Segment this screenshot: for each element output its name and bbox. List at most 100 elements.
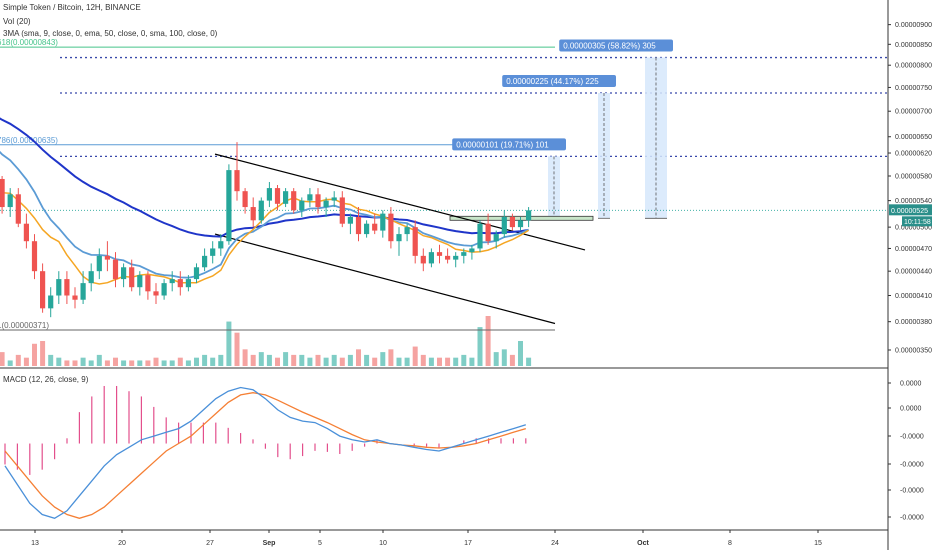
candle-body (121, 267, 127, 280)
symbol-title[interactable]: Simple Token / Bitcoin, 12H, BINANCE (3, 3, 141, 12)
candle-body (7, 194, 13, 208)
volume-bar (40, 341, 46, 366)
candle-body (372, 223, 378, 231)
time-tick-label: 20 (118, 540, 126, 547)
price-tick-label: 0.00000410 (895, 293, 932, 300)
volume-bar (388, 349, 394, 366)
fib-618-line-label: 618(0.00000843) (0, 38, 58, 47)
volume-bar (96, 354, 102, 366)
volume-bar (404, 357, 410, 366)
candle-body (153, 291, 159, 296)
volume-bar (412, 346, 418, 366)
volume-bar (226, 321, 232, 366)
projection-label-bg-2 (502, 74, 616, 87)
volume-bar (7, 360, 13, 366)
candle-body (145, 275, 151, 292)
volume-bar (137, 360, 143, 366)
candle-body (299, 200, 305, 211)
volume-bar (104, 360, 110, 366)
volume-bar (32, 343, 37, 366)
time-tick-label: 15 (814, 540, 822, 547)
volume-bar (299, 354, 305, 366)
volume-bar (88, 360, 94, 366)
volume-bar (428, 357, 434, 366)
candle-body (88, 271, 94, 284)
volume-bar (72, 360, 78, 366)
volume-bar (518, 341, 523, 366)
candle-body (185, 279, 191, 288)
candle-body (31, 241, 38, 272)
moving-average-indicator-label[interactable]: 3MA (sma, 9, close, 0, ema, 50, close, 0… (3, 29, 218, 38)
candle-body (445, 255, 451, 260)
price-tick-label: 0.00000800 (895, 63, 932, 70)
candle-body (339, 197, 345, 224)
volume-bar (275, 357, 280, 366)
candle-body (380, 213, 386, 231)
candle-body (315, 194, 321, 208)
volume-bar (202, 354, 208, 366)
fib-1-line-label: 1(0.00000371) (0, 321, 49, 330)
time-tick-label: Sep (263, 540, 276, 547)
countdown-tag (902, 216, 932, 227)
volume-bar (0, 352, 5, 366)
volume-bar (234, 332, 240, 366)
volume-bar (420, 354, 426, 366)
volume-bar (323, 357, 329, 366)
volume-bar (23, 357, 29, 366)
candle-body (193, 267, 200, 280)
candle-body (23, 223, 29, 242)
candle-body (436, 252, 443, 256)
candle-body (56, 279, 62, 296)
candle-body (234, 170, 240, 192)
channel-lower-line (214, 233, 556, 325)
volume-bar (469, 357, 475, 366)
candle-body (291, 191, 297, 211)
volume-bar (169, 360, 175, 366)
volume-bar (339, 357, 345, 366)
candle-body (526, 210, 532, 221)
candle-body (420, 255, 426, 264)
volume-bar (242, 349, 248, 366)
price-tick-label: 0.00000470 (895, 246, 932, 253)
macd-indicator-label[interactable]: MACD (12, 26, close, 9) (3, 375, 89, 384)
candle-body (331, 197, 337, 201)
volume-bar (315, 354, 321, 366)
candle-body (396, 234, 402, 242)
volume-bar (291, 354, 297, 366)
macd-signal-line (4, 392, 526, 519)
volume-bar (307, 357, 313, 366)
volume-bar (64, 360, 70, 366)
volume-bar (437, 357, 442, 366)
candle-body (210, 248, 216, 256)
volume-bar (347, 354, 353, 366)
volume-bar (250, 354, 256, 366)
candle-body (80, 283, 86, 300)
candle-body (501, 216, 507, 235)
ema50-line (0, 150, 529, 279)
volume-bar (356, 349, 361, 366)
projection-label-1: 0.00000101 (19.71%) 101 (456, 140, 549, 149)
time-tick-label: 27 (206, 540, 214, 547)
candle-body (364, 223, 370, 235)
candle-body (355, 216, 362, 235)
candle-body (15, 194, 21, 224)
macd-tick-label: -0.0000 (900, 515, 924, 522)
price-tick-label: 0.00000380 (895, 319, 932, 326)
candle-body (428, 252, 434, 264)
candle-body (72, 295, 78, 300)
volume-bar (396, 357, 402, 366)
volume-bar (113, 357, 118, 366)
candle-body (104, 255, 110, 260)
time-tick-label: Oct (637, 540, 649, 547)
candle-body (493, 234, 499, 242)
volume-bar (80, 357, 86, 366)
candle-body (0, 178, 5, 208)
volume-indicator-label[interactable]: Vol (20) (3, 17, 31, 26)
volume-bar (266, 354, 272, 366)
macd-line (4, 386, 526, 520)
current-price-label: 0.00000525 (891, 208, 928, 215)
volume-bar (258, 352, 264, 366)
price-tick-label: 0.00000580 (895, 173, 932, 180)
sma9-line (0, 187, 529, 285)
